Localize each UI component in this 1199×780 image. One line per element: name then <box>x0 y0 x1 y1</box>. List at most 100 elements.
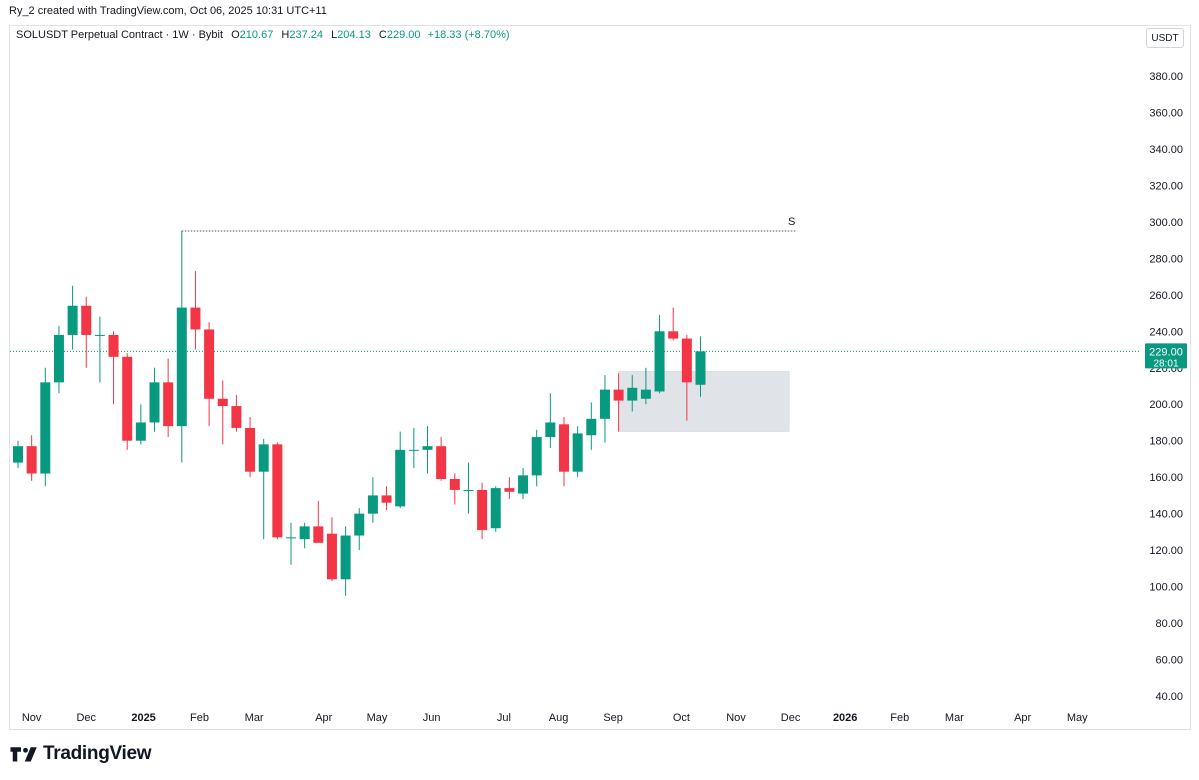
candle-up <box>367 495 378 514</box>
candle-up <box>531 437 542 476</box>
candle-up <box>599 389 610 419</box>
candle-up <box>340 535 351 580</box>
y-tick-label: 320.00 <box>1149 180 1183 192</box>
tradingview-logo-icon <box>10 747 37 762</box>
candle-up <box>395 449 406 507</box>
y-tick-label: 120.00 <box>1149 545 1183 557</box>
candle-down <box>272 444 283 538</box>
candle-down <box>681 338 692 383</box>
candle-up <box>67 305 78 335</box>
open-value: 210.67 <box>239 29 274 41</box>
candle-down <box>313 526 324 543</box>
symbol-legend: SOLUSDT Perpetual Contract · 1W · Bybit … <box>16 29 510 41</box>
candle-down <box>381 495 392 503</box>
y-tick-label: 180.00 <box>1149 436 1183 448</box>
y-tick-label: 360.00 <box>1149 107 1183 119</box>
y-tick-label: 260.00 <box>1149 290 1183 302</box>
x-tick-label: Dec <box>76 712 96 724</box>
y-tick-label: 80.00 <box>1155 618 1183 630</box>
candle-down <box>122 356 133 441</box>
high-value: 237.24 <box>289 29 323 41</box>
x-tick-label: May <box>367 712 388 724</box>
candle-up <box>299 526 310 540</box>
y-tick-label: 200.00 <box>1149 399 1183 411</box>
x-tick-label: Feb <box>190 712 209 724</box>
candle-up <box>640 389 651 399</box>
open-key: O <box>231 29 240 41</box>
candle-up <box>53 334 64 383</box>
x-tick-label: 2026 <box>833 712 857 724</box>
currency-unit-button[interactable]: USDT <box>1146 28 1184 48</box>
candle-up <box>545 422 556 438</box>
candle-down <box>504 488 515 492</box>
x-tick-label: Mar <box>245 712 264 724</box>
x-tick-label: Oct <box>673 712 690 724</box>
low-value: 204.13 <box>337 29 371 41</box>
candle-up <box>463 489 474 491</box>
y-tick-label: 100.00 <box>1149 582 1183 594</box>
created-by-credit: Ry_2 created with TradingView.com, Oct 0… <box>9 5 327 17</box>
candle-up <box>149 382 160 423</box>
candle-up <box>654 331 665 392</box>
y-tick-label: 140.00 <box>1149 509 1183 521</box>
x-tick-label: Sep <box>603 712 623 724</box>
chart-frame <box>9 25 1191 730</box>
candle-up <box>94 334 105 336</box>
candle-down <box>108 334 119 357</box>
candle-down <box>436 446 447 479</box>
y-tick-label: 40.00 <box>1155 691 1183 703</box>
bar-countdown-label: 28:01 <box>1153 358 1178 369</box>
close-value: 229.00 <box>386 29 421 41</box>
x-tick-label: Apr <box>315 712 332 724</box>
last-price-label: 229.00 <box>1149 346 1183 358</box>
candle-up <box>490 488 501 529</box>
x-tick-label: Dec <box>781 712 801 724</box>
candle-up <box>258 444 269 472</box>
candle-down <box>26 446 37 474</box>
y-tick-label: 300.00 <box>1149 217 1183 229</box>
resistance-label: S <box>788 216 795 228</box>
y-tick-label: 160.00 <box>1149 472 1183 484</box>
x-tick-label: Jul <box>497 712 511 724</box>
candle-down <box>477 489 488 531</box>
x-tick-label: Jun <box>423 712 441 724</box>
close-key: C <box>378 29 387 41</box>
candle-up <box>408 449 419 451</box>
x-tick-label: Apr <box>1014 712 1031 724</box>
tradingview-brand: TradingView <box>10 743 152 765</box>
symbol-title[interactable]: SOLUSDT Perpetual Contract · 1W · Bybit <box>16 29 224 41</box>
change-value: +18.33 (+8.70%) <box>427 29 510 41</box>
x-tick-label: Mar <box>945 712 964 724</box>
candle-down <box>559 424 569 472</box>
candle-down <box>190 307 201 330</box>
x-tick-label: 2025 <box>131 712 155 724</box>
y-tick-label: 60.00 <box>1155 655 1183 667</box>
candle-down <box>81 305 92 335</box>
candle-up <box>695 351 706 385</box>
candle-up <box>572 433 583 472</box>
candle-up <box>627 387 638 401</box>
candle-down <box>231 406 242 428</box>
candle-down <box>449 479 460 490</box>
candle-down <box>613 389 624 401</box>
brand-name: TradingView <box>43 743 152 764</box>
x-tick-label: May <box>1067 712 1088 724</box>
y-tick-label: 280.00 <box>1149 253 1183 265</box>
candle-up <box>176 307 187 427</box>
candle-up <box>135 422 146 441</box>
candle-down <box>163 382 174 427</box>
candle-up <box>422 446 433 450</box>
low-key: L <box>331 29 338 41</box>
candle-down <box>245 427 256 472</box>
x-tick-label: Aug <box>549 712 569 724</box>
candle-down <box>217 398 228 407</box>
candle-up <box>586 418 597 436</box>
candle-up <box>354 513 365 536</box>
candle-up <box>13 446 23 463</box>
last-price-badge <box>1145 343 1187 369</box>
x-tick-label: Nov <box>22 712 42 724</box>
y-tick-label: 340.00 <box>1149 144 1183 156</box>
candle-down <box>668 331 679 339</box>
candle-down <box>204 329 215 399</box>
